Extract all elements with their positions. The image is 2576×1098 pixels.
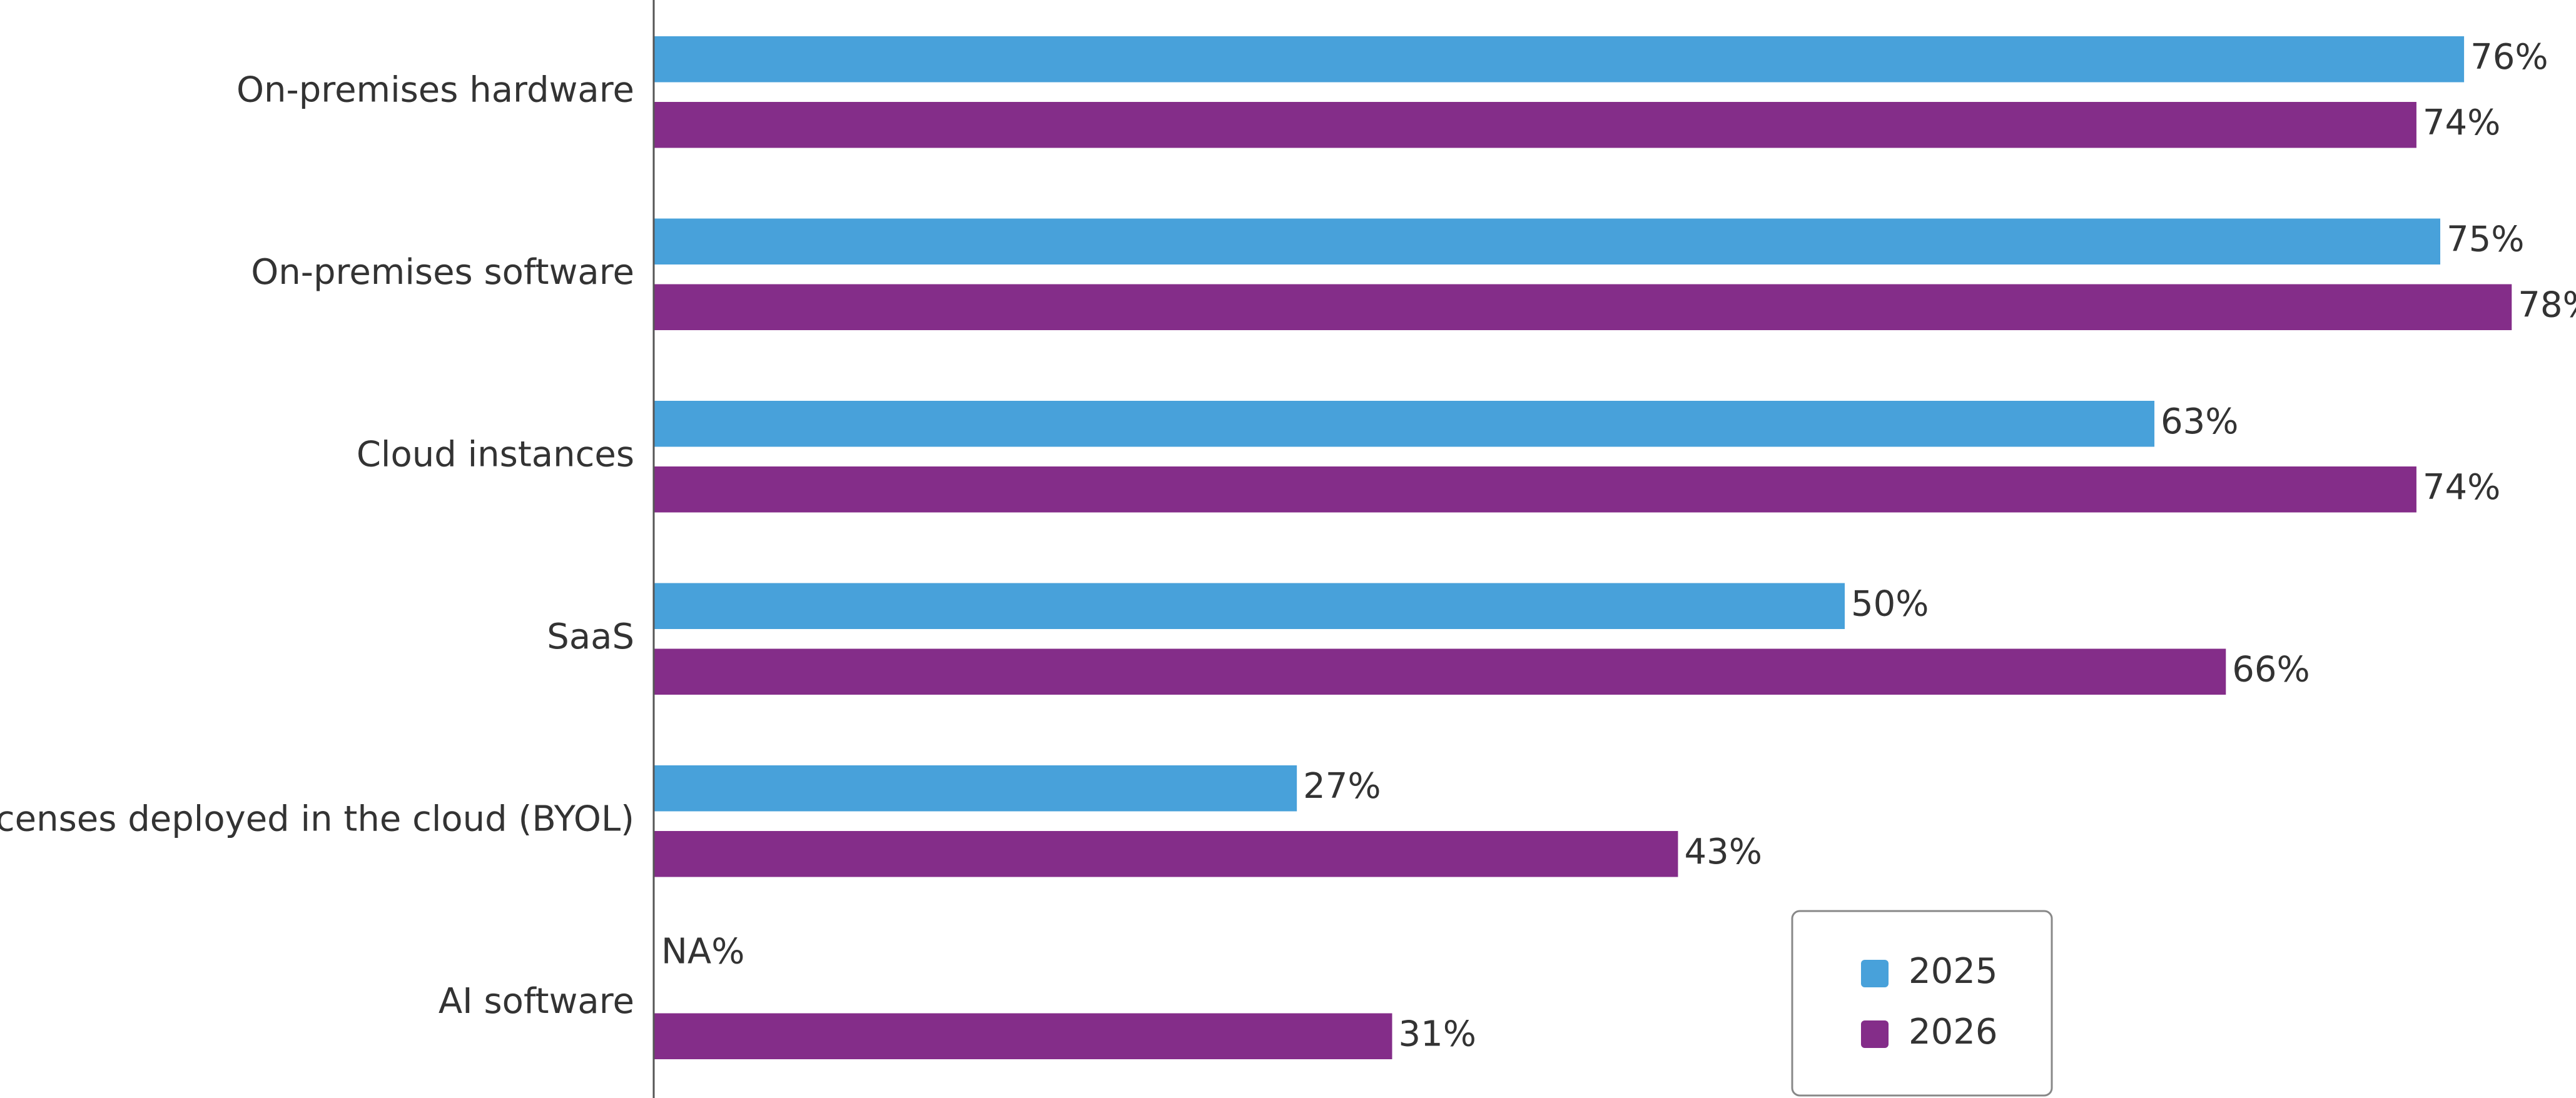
legend-label: 2026	[1909, 1012, 1998, 1052]
bar	[654, 648, 2226, 695]
legend-label: 2025	[1909, 951, 1998, 992]
bar	[654, 401, 2155, 447]
legend-swatch	[1861, 1020, 1889, 1048]
value-label: NA%	[661, 932, 744, 972]
bar	[654, 466, 2416, 513]
bar	[654, 284, 2512, 330]
value-label: 74%	[2423, 103, 2500, 143]
value-label: 78%	[2518, 285, 2576, 325]
category-label: Cloud instances	[357, 434, 634, 475]
legend-box	[1791, 910, 2053, 1097]
value-label: 43%	[1684, 832, 1762, 872]
value-label: 63%	[2161, 401, 2238, 442]
value-label: 76%	[2470, 37, 2548, 78]
legend-swatch	[1861, 960, 1889, 987]
bar	[654, 218, 2440, 264]
value-label: 75%	[2447, 219, 2524, 259]
bar	[654, 102, 2416, 148]
value-label: 50%	[1851, 583, 1929, 624]
value-label: 66%	[2232, 649, 2310, 690]
value-label: 74%	[2423, 467, 2500, 508]
category-label: Licenses deployed in the cloud (BYOL)	[0, 798, 634, 839]
category-label: AI software	[439, 981, 634, 1022]
category-label: On-premises hardware	[236, 69, 634, 110]
bar	[654, 1013, 1392, 1059]
bar	[654, 36, 2465, 83]
category-label: On-premises software	[251, 252, 634, 293]
value-label: 27%	[1303, 766, 1381, 807]
bar	[654, 831, 1678, 877]
bar	[654, 765, 1297, 812]
category-label: SaaS	[547, 617, 634, 657]
value-label: 31%	[1398, 1014, 1476, 1054]
bar	[654, 583, 1845, 629]
